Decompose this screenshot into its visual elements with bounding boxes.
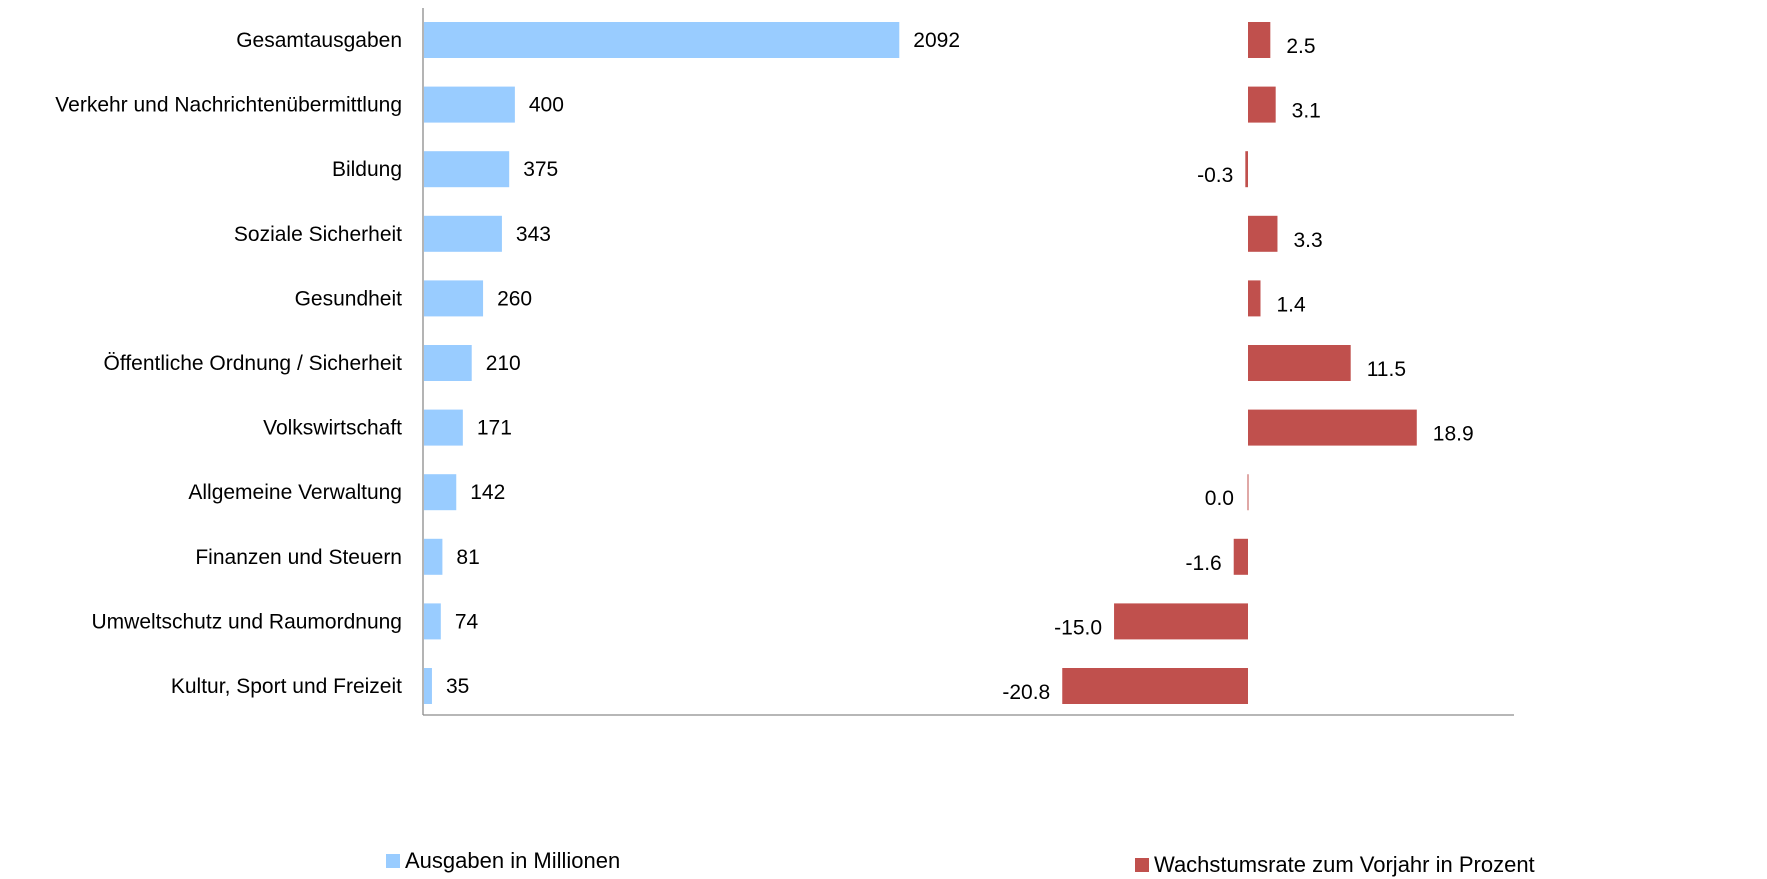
- category-label: Allgemeine Verwaltung: [188, 481, 402, 504]
- data-label-ausgaben: 142: [470, 481, 505, 504]
- category-label: Verkehr und Nachrichtenübermittlung: [55, 94, 402, 117]
- data-label-wachstum: -20.8: [1002, 681, 1050, 704]
- data-label-wachstum: -1.6: [1186, 552, 1222, 575]
- data-label-wachstum: 18.9: [1433, 423, 1474, 446]
- legend-item-wachstum: Wachstumsrate zum Vorjahr in Prozent: [1135, 852, 1535, 878]
- category-label: Gesamtausgaben: [236, 29, 402, 52]
- bar-wachstum: [1245, 151, 1248, 188]
- series-wachstum-bars: 2.5 3.1 -0.3 3.3 1.4 11.5 18.9 0.0 -1.6 -15.0 -20.…: [1002, 22, 1474, 704]
- category-label: Umweltschutz und Raumordnung: [92, 610, 403, 633]
- bar-ausgaben: [424, 151, 510, 188]
- data-label-ausgaben: 210: [486, 352, 521, 375]
- bar-ausgaben: [424, 215, 502, 252]
- bar-ausgaben: [424, 668, 432, 704]
- bar-ausgaben: [424, 409, 463, 446]
- data-label-wachstum: 2.5: [1286, 35, 1315, 58]
- legend-label-ausgaben: Ausgaben in Millionen: [405, 848, 621, 873]
- bar-wachstum: [1248, 280, 1261, 317]
- bar-wachstum: [1062, 668, 1248, 704]
- data-label-ausgaben: 74: [455, 610, 479, 633]
- bar-wachstum: [1248, 22, 1271, 58]
- bar-wachstum: [1248, 86, 1276, 123]
- bar-wachstum: [1233, 538, 1248, 575]
- data-label-wachstum: -0.3: [1197, 164, 1233, 187]
- bar-ausgaben: [424, 22, 900, 58]
- data-label-ausgaben: 35: [446, 675, 469, 698]
- bar-wachstum: [1114, 603, 1248, 640]
- category-label: Öffentliche Ordnung / Sicherheit: [104, 352, 403, 375]
- legend-swatch-ausgaben: [386, 854, 400, 868]
- category-label: Kultur, Sport und Freizeit: [171, 675, 402, 698]
- bar-wachstum: [1248, 345, 1351, 381]
- data-label-ausgaben: 2092: [913, 29, 960, 52]
- category-label: Gesundheit: [295, 287, 403, 310]
- bar-ausgaben: [424, 86, 515, 123]
- data-label-ausgaben: 81: [456, 546, 479, 569]
- legend-swatch-wachstum: [1135, 858, 1149, 872]
- data-label-wachstum: -15.0: [1054, 616, 1102, 639]
- bar-wachstum: [1248, 409, 1417, 446]
- data-label-ausgaben: 260: [497, 287, 532, 310]
- series-ausgaben-bars: 2092 400 375 343 260 210 171 142 81 74 35: [424, 22, 960, 704]
- data-label-ausgaben: 171: [477, 417, 512, 440]
- category-labels: Gesamtausgaben Verkehr und Nachrichtenübe…: [55, 29, 402, 698]
- bar-ausgaben: [424, 474, 457, 511]
- data-label-wachstum: 3.3: [1293, 229, 1322, 252]
- data-label-wachstum: 11.5: [1367, 358, 1406, 381]
- bar-ausgaben: [424, 280, 484, 317]
- bar-wachstum: [1248, 215, 1278, 252]
- category-label: Finanzen und Steuern: [195, 546, 402, 569]
- data-label-ausgaben: 400: [529, 94, 564, 117]
- data-label-wachstum: 1.4: [1277, 293, 1307, 316]
- axes: [422, 8, 1514, 716]
- category-label: Bildung: [332, 158, 402, 181]
- data-label-wachstum: 3.1: [1292, 100, 1321, 123]
- data-label-ausgaben: 375: [523, 158, 558, 181]
- bar-ausgaben: [424, 345, 472, 381]
- category-label: Volkswirtschaft: [263, 417, 402, 440]
- data-label-ausgaben: 343: [516, 223, 551, 246]
- category-label: Soziale Sicherheit: [234, 223, 402, 246]
- bar-ausgaben: [424, 603, 441, 640]
- legend-item-ausgaben: Ausgaben in Millionen: [386, 848, 620, 874]
- bar-ausgaben: [424, 538, 443, 575]
- legend-label-wachstum: Wachstumsrate zum Vorjahr in Prozent: [1154, 852, 1535, 877]
- data-label-wachstum: 0.0: [1205, 487, 1234, 510]
